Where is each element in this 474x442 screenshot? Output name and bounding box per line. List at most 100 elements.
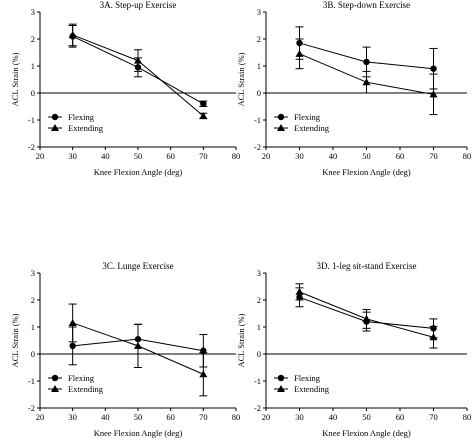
x-tick-label: 20 <box>36 151 45 161</box>
y-tick-label: 3 <box>257 268 261 278</box>
legend-label: Extending <box>294 384 330 394</box>
y-axis-label: ACL Strain (%) <box>10 52 20 106</box>
x-tick-label: 70 <box>199 151 208 161</box>
x-tick-label: 40 <box>101 412 110 422</box>
y-tick-label: 0 <box>31 349 35 359</box>
legend-marker-triangle <box>277 124 285 131</box>
legend-label: Flexing <box>294 112 321 122</box>
y-tick-label: -1 <box>254 376 261 386</box>
data-point-triangle <box>295 287 304 295</box>
y-tick-label: 3 <box>31 7 35 17</box>
legend-marker-circle <box>51 374 59 382</box>
data-point-triangle <box>199 111 208 119</box>
data-point-triangle <box>362 314 371 322</box>
y-tick-label: 2 <box>257 295 261 305</box>
x-tick-label: 80 <box>463 412 472 422</box>
x-axis-label: Knee Flexion Angle (deg) <box>322 167 411 177</box>
y-axis-label: ACL Strain (%) <box>236 52 246 106</box>
x-tick-label: 20 <box>262 412 271 422</box>
data-point-circle <box>69 342 76 350</box>
data-point-triangle <box>429 333 438 341</box>
x-tick-label: 40 <box>101 151 110 161</box>
legend-marker-triangle <box>277 385 285 392</box>
legend-label: Extending <box>68 384 104 394</box>
legend-marker-triangle <box>51 124 59 131</box>
x-tick-label: 60 <box>396 412 405 422</box>
panel-title: 3A. Step-up Exercise <box>100 0 177 10</box>
series-extending <box>68 23 208 120</box>
y-tick-label: -2 <box>28 403 35 413</box>
x-tick-label: 40 <box>329 151 338 161</box>
x-tick-label: 50 <box>134 412 143 422</box>
x-tick-label: 70 <box>199 412 208 422</box>
chart-panel-1: 3A. Step-up Exercise -2 -1 0 1 2 3 20 30 40 50 60 70… <box>10 0 240 177</box>
panel-title: 3B. Step-down Exercise <box>323 0 410 10</box>
chart-panel-2: 3B. Step-down Exercise -2 -1 0 1 2 3 20 30 40 50 60… <box>236 0 471 177</box>
x-tick-label: 80 <box>463 151 472 161</box>
x-tick-label: 40 <box>329 412 338 422</box>
legend-marker-circle <box>277 374 285 382</box>
y-tick-label: -2 <box>28 142 35 152</box>
x-tick-label: 50 <box>362 151 371 161</box>
x-tick-label: 70 <box>429 412 438 422</box>
x-tick-label: 60 <box>166 412 175 422</box>
x-tick-label: 70 <box>429 151 438 161</box>
data-point-triangle <box>134 56 142 64</box>
legend-label: Extending <box>294 123 330 133</box>
data-point-triangle <box>68 318 77 326</box>
panel-title: 3C. Lunge Exercise <box>102 261 173 271</box>
data-point-triangle <box>134 341 142 349</box>
data-point-circle <box>363 58 370 66</box>
y-tick-label: 1 <box>31 322 35 332</box>
legend-label: Extending <box>68 123 104 133</box>
y-tick-label: 2 <box>257 34 261 44</box>
x-axis-label: Knee Flexion Angle (deg) <box>94 428 183 438</box>
legend-label: Flexing <box>68 373 95 383</box>
y-tick-label: 0 <box>31 88 35 98</box>
data-point-triangle <box>199 370 208 378</box>
data-point-circle <box>200 100 207 108</box>
y-tick-label: -2 <box>254 403 261 413</box>
x-tick-label: 50 <box>362 412 371 422</box>
y-tick-label: 0 <box>257 349 261 359</box>
y-tick-label: 3 <box>257 7 261 17</box>
panel-title: 3D. 1-leg sit-stand Exercise <box>317 261 417 271</box>
x-tick-label: 60 <box>166 151 175 161</box>
x-tick-label: 60 <box>396 151 405 161</box>
data-point-triangle <box>295 49 304 57</box>
legend-marker-circle <box>51 113 59 121</box>
x-axis-label: Knee Flexion Angle (deg) <box>94 167 183 177</box>
y-tick-label: 1 <box>31 61 35 71</box>
y-tick-label: 2 <box>31 295 35 305</box>
x-tick-label: 20 <box>36 412 45 422</box>
x-tick-label: 30 <box>68 151 77 161</box>
data-point-triangle <box>362 78 371 86</box>
y-tick-label: 1 <box>257 61 261 71</box>
data-point-triangle <box>68 30 77 38</box>
data-point-triangle <box>429 90 438 98</box>
legend-label: Flexing <box>68 112 95 122</box>
x-tick-label: 30 <box>295 151 304 161</box>
legend-marker-circle <box>277 113 285 121</box>
x-tick-label: 20 <box>262 151 271 161</box>
chart-panel-4: 3D. 1-leg sit-stand Exercise -2 -1 0 1 2 3 20 30… <box>236 261 471 438</box>
y-tick-label: 1 <box>257 322 261 332</box>
y-tick-label: 2 <box>31 34 35 44</box>
x-tick-label: 80 <box>232 151 241 161</box>
x-axis-label: Knee Flexion Angle (deg) <box>322 428 411 438</box>
y-axis-label: ACL Strain (%) <box>236 313 246 367</box>
y-tick-label: -1 <box>28 376 35 386</box>
x-tick-label: 30 <box>295 412 304 422</box>
series-extending <box>68 303 208 397</box>
series-extending <box>295 38 438 116</box>
series-extending <box>295 283 438 349</box>
y-tick-label: -1 <box>28 115 35 125</box>
y-tick-label: -1 <box>254 115 261 125</box>
legend-label: Flexing <box>294 373 321 383</box>
x-tick-label: 30 <box>68 412 77 422</box>
